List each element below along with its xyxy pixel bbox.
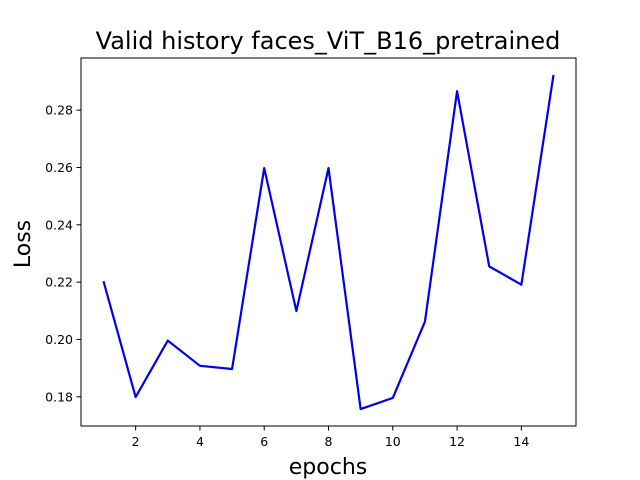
x-tick-label: 2 — [132, 434, 140, 449]
y-tick-label: 0.28 — [45, 103, 73, 118]
y-axis-label: Loss — [11, 220, 36, 268]
y-tick-label: 0.18 — [45, 389, 73, 404]
chart-title: Valid history faces_ViT_B16_pretrained — [96, 27, 561, 55]
x-tick-label: 10 — [385, 434, 401, 449]
x-axis-label: epochs — [289, 455, 367, 480]
y-tick-label: 0.24 — [45, 217, 73, 232]
series-line-0 — [102, 74, 555, 411]
x-tick-label: 8 — [325, 434, 333, 449]
y-tick-label: 0.20 — [45, 332, 73, 347]
plot-area: 2 4 6 8 10 12 14 0.18 0.20 0.22 0.24 0.26 0.28 — [45, 57, 577, 449]
x-tick-label: 14 — [513, 434, 529, 449]
y-tick-label: 0.22 — [45, 275, 73, 290]
y-tick-label: 0.26 — [45, 160, 73, 175]
x-tick-label: 6 — [260, 434, 268, 449]
x-tick-label: 12 — [449, 434, 465, 449]
x-tick-label: 4 — [196, 434, 204, 449]
